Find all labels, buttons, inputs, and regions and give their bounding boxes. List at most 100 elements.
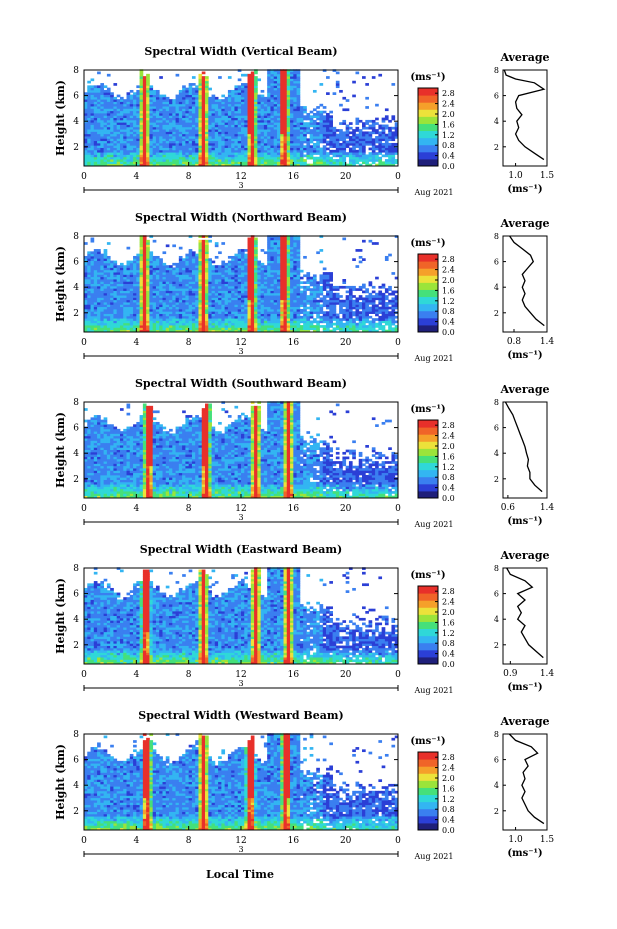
heatmap-cell <box>201 159 206 162</box>
heatmap-cell <box>185 265 190 268</box>
heatmap-cell <box>123 138 127 142</box>
heatmap-cell <box>218 131 222 135</box>
heatmap-cell <box>175 297 180 301</box>
heatmap-cell <box>208 156 212 160</box>
heatmap-cell <box>205 322 209 326</box>
heatmap-cell <box>290 154 294 158</box>
heatmap-cell <box>260 159 265 162</box>
heatmap-cell <box>250 110 255 114</box>
heatmap-cell <box>250 156 255 160</box>
heatmap-cell <box>270 327 275 331</box>
heatmap-cell <box>254 152 258 155</box>
heatmap-cell <box>296 163 301 167</box>
heatmap-cell <box>267 101 271 105</box>
heatmap-cell <box>126 269 131 273</box>
heatmap-cell <box>309 129 314 132</box>
heatmap-cell <box>218 279 222 282</box>
heatmap-cell <box>142 325 147 328</box>
heatmap-cell <box>146 272 150 275</box>
heatmap-cell <box>146 92 150 95</box>
heatmap-cell <box>110 136 114 139</box>
heatmap-cell <box>221 156 226 160</box>
heatmap-cell <box>182 138 186 142</box>
heatmap-cell <box>221 142 226 146</box>
heatmap-cell <box>250 272 255 275</box>
heatmap-cell <box>309 147 314 151</box>
heatmap-cell <box>319 159 324 162</box>
heatmap-cell <box>93 255 98 259</box>
heatmap-cell <box>260 262 265 266</box>
heatmap-cell <box>260 318 265 321</box>
heatmap-cell <box>267 122 271 125</box>
heatmap-cell <box>159 260 163 264</box>
heatmap-cell <box>290 149 294 153</box>
heatmap-cell <box>306 126 311 130</box>
heatmap-cell <box>129 159 134 162</box>
heatmap-cell <box>247 129 252 132</box>
heatmap-cell <box>113 320 118 324</box>
heatmap-cell <box>162 295 167 298</box>
heatmap-cell <box>227 108 232 112</box>
heatmap-cell <box>185 329 190 333</box>
heatmap-cell <box>185 108 190 112</box>
heatmap-cell <box>293 119 297 123</box>
heatmap-cell <box>286 163 291 167</box>
heatmap-cell <box>119 142 124 146</box>
heatmap-cell <box>260 265 265 268</box>
heatmap-cell <box>201 122 206 125</box>
heatmap-cell <box>358 131 363 135</box>
heatmap-cell <box>185 126 190 130</box>
heatmap-cell <box>381 145 386 148</box>
heatmap-cell <box>165 142 170 146</box>
heatmap-cell <box>172 267 176 271</box>
heatmap-cell <box>368 119 373 123</box>
heatmap-cell <box>263 129 268 132</box>
heatmap-cell <box>227 152 232 155</box>
heatmap-cell <box>100 262 105 266</box>
heatmap-cell <box>172 311 176 314</box>
heatmap-cell <box>198 290 203 294</box>
heatmap-cell <box>90 113 95 116</box>
heatmap-cell <box>178 302 183 305</box>
heatmap-cell <box>100 258 105 261</box>
heatmap-cell <box>237 103 242 107</box>
heatmap-cell <box>87 304 91 308</box>
heatmap-cell <box>185 101 190 105</box>
heatmap-cell <box>276 76 281 79</box>
heatmap-cell <box>224 145 229 148</box>
heatmap-cell <box>244 126 248 130</box>
heatmap-cell <box>152 299 157 303</box>
heatmap-cell <box>388 142 392 146</box>
heatmap-cell <box>270 106 275 109</box>
heatmap-cell <box>155 308 160 312</box>
heatmap-cell <box>201 129 206 132</box>
heatmap-cell <box>133 131 137 135</box>
heatmap-cell <box>247 292 252 296</box>
heatmap-cell <box>172 140 176 144</box>
heatmap-cell <box>205 318 209 321</box>
heatmap-cell <box>348 159 353 162</box>
heatmap-cell <box>169 274 173 278</box>
heatmap-cell <box>136 149 140 153</box>
heatmap-cell <box>155 136 160 139</box>
heatmap-cell <box>149 311 154 314</box>
heatmap-cell <box>273 304 278 308</box>
heatmap-cell <box>283 140 288 144</box>
heatmap-cell <box>188 129 193 132</box>
heatmap-cell <box>299 115 304 119</box>
heatmap-cell <box>90 147 95 151</box>
heatmap-cell <box>142 297 147 301</box>
heatmap-cell <box>303 124 307 128</box>
heatmap-cell <box>250 108 255 112</box>
heatmap-cell <box>247 267 252 271</box>
heatmap-cell <box>100 292 105 296</box>
heatmap-cell <box>283 142 288 146</box>
heatmap-cell <box>205 279 209 282</box>
heatmap-cell <box>273 149 278 153</box>
heatmap-cell <box>371 119 376 123</box>
heatmap-cell <box>276 85 281 89</box>
heatmap-cell <box>165 159 170 162</box>
heatmap-cell <box>90 89 95 93</box>
heatmap-cell <box>165 149 170 153</box>
heatmap-cell <box>103 119 108 123</box>
